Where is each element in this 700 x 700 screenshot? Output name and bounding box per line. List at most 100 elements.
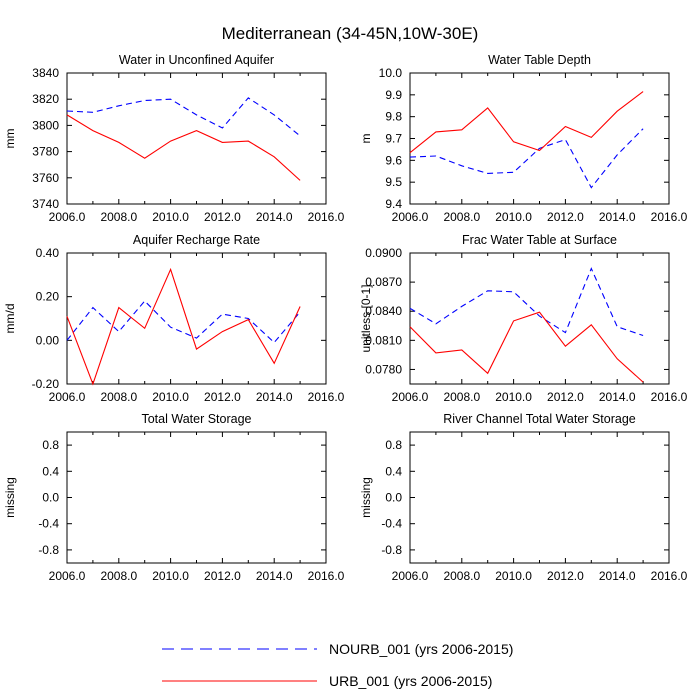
series-line-urb_001 bbox=[409, 311, 644, 383]
y-tick-label: -0.8 bbox=[38, 543, 59, 557]
panel-title: Water Table Depth bbox=[488, 53, 591, 67]
x-tick-label: 2008.0 bbox=[100, 569, 137, 583]
panel-title: Total Water Storage bbox=[141, 412, 251, 426]
x-tick-label: 2006.0 bbox=[49, 210, 86, 224]
y-tick-label: 0.0840 bbox=[365, 304, 402, 318]
x-tick-label: 2014.0 bbox=[256, 569, 293, 583]
y-tick-label: 0.0780 bbox=[365, 362, 402, 376]
x-tick-label: 2016.0 bbox=[308, 390, 345, 404]
y-tick-label: 3820 bbox=[32, 92, 59, 106]
x-tick-label: 2012.0 bbox=[204, 210, 241, 224]
y-tick-label: 9.8 bbox=[385, 110, 402, 124]
y-tick-label: 0.0 bbox=[42, 491, 59, 505]
x-tick-label: 2006.0 bbox=[49, 569, 86, 583]
y-tick-label: -0.8 bbox=[381, 543, 402, 557]
y-tick-label: 0.0900 bbox=[365, 246, 402, 260]
y-tick-label: 9.5 bbox=[385, 175, 402, 189]
y-axis-label: mm/d bbox=[3, 304, 17, 334]
y-axis-label: missing bbox=[3, 477, 17, 518]
x-tick-label: 2010.0 bbox=[152, 390, 189, 404]
x-tick-label: 2016.0 bbox=[651, 569, 688, 583]
series-line-nourb_001 bbox=[66, 97, 301, 137]
series-line-nourb_001 bbox=[409, 128, 644, 189]
y-tick-label: 9.9 bbox=[385, 88, 402, 102]
x-tick-label: 2006.0 bbox=[49, 390, 86, 404]
x-tick-label: 2016.0 bbox=[651, 390, 688, 404]
x-tick-label: 2012.0 bbox=[547, 390, 584, 404]
x-tick-label: 2008.0 bbox=[443, 210, 480, 224]
plot-frame bbox=[409, 252, 670, 385]
x-tick-label: 2006.0 bbox=[392, 210, 429, 224]
y-tick-label: 9.4 bbox=[385, 197, 402, 211]
y-tick-label: 0.0810 bbox=[365, 333, 402, 347]
plot-frame bbox=[66, 252, 327, 385]
x-tick-label: 2014.0 bbox=[256, 390, 293, 404]
legend: NOURB_001 (yrs 2006-2015) URB_001 (yrs 2… bbox=[162, 641, 513, 689]
y-tick-label: 0.0870 bbox=[365, 275, 402, 289]
panel-2: Water Table Depth 2006.0 2008.0 2010.0 2012.… bbox=[359, 53, 688, 224]
y-tick-label: 10.0 bbox=[379, 66, 403, 80]
panel-1: Water in Unconfined Aquifer 2006.0 2008.0 2… bbox=[3, 53, 345, 224]
panel-title: River Channel Total Water Storage bbox=[443, 412, 636, 426]
x-tick-label: 2008.0 bbox=[443, 390, 480, 404]
panel-6: River Channel Total Water Storage 2006.0 2… bbox=[359, 412, 688, 583]
y-tick-label: 3740 bbox=[32, 197, 59, 211]
y-axis-label: unitless [0-1] bbox=[359, 284, 373, 352]
x-tick-label: 2012.0 bbox=[204, 569, 241, 583]
y-tick-label: 3780 bbox=[32, 145, 59, 159]
x-tick-label: 2012.0 bbox=[547, 210, 584, 224]
y-axis-label: m bbox=[359, 134, 373, 144]
x-tick-label: 2016.0 bbox=[651, 210, 688, 224]
x-tick-label: 2012.0 bbox=[204, 390, 241, 404]
y-tick-label: 9.6 bbox=[385, 153, 402, 167]
series-line-urb_001 bbox=[66, 267, 301, 386]
y-tick-label: 3840 bbox=[32, 66, 59, 80]
y-tick-label: -0.4 bbox=[381, 517, 402, 531]
y-tick-label: 0.8 bbox=[385, 438, 402, 452]
legend-label-nourb: NOURB_001 (yrs 2006-2015) bbox=[329, 641, 513, 657]
series-line-urb_001 bbox=[409, 91, 644, 154]
panels: Water in Unconfined Aquifer 2006.0 2008.0 2… bbox=[3, 53, 688, 583]
y-axis-label: mm bbox=[3, 129, 17, 149]
figure-title: Mediterranean (34-45N,10W-30E) bbox=[222, 24, 479, 43]
x-tick-label: 2010.0 bbox=[495, 390, 532, 404]
x-tick-label: 2014.0 bbox=[599, 569, 636, 583]
panel-title: Aquifer Recharge Rate bbox=[133, 233, 260, 247]
x-tick-label: 2014.0 bbox=[599, 210, 636, 224]
plot-frame bbox=[66, 72, 327, 205]
x-tick-label: 2010.0 bbox=[152, 569, 189, 583]
y-tick-label: 9.7 bbox=[385, 132, 402, 146]
x-tick-label: 2012.0 bbox=[547, 569, 584, 583]
x-tick-label: 2014.0 bbox=[256, 210, 293, 224]
plot-frame bbox=[409, 72, 670, 205]
y-tick-label: -0.4 bbox=[38, 517, 59, 531]
panel-5: Total Water Storage 2006.0 2008.0 2010.0 201… bbox=[3, 412, 345, 583]
plot-frame bbox=[66, 431, 327, 564]
series-line-urb_001 bbox=[66, 114, 301, 181]
y-tick-label: -0.20 bbox=[32, 377, 60, 391]
series-line-nourb_001 bbox=[66, 300, 301, 344]
y-tick-label: 3800 bbox=[32, 118, 59, 132]
panel-4: Frac Water Table at Surface 2006.0 2008.0 2… bbox=[359, 233, 688, 404]
panel-title: Water in Unconfined Aquifer bbox=[119, 53, 274, 67]
y-tick-label: 3760 bbox=[32, 171, 59, 185]
legend-label-urb: URB_001 (yrs 2006-2015) bbox=[329, 673, 492, 689]
x-tick-label: 2008.0 bbox=[100, 390, 137, 404]
x-tick-label: 2016.0 bbox=[308, 569, 345, 583]
x-tick-label: 2014.0 bbox=[599, 390, 636, 404]
y-tick-label: 0.20 bbox=[36, 290, 60, 304]
panel-3: Aquifer Recharge Rate 2006.0 2008.0 2010.0 2… bbox=[3, 233, 345, 404]
y-tick-label: 0.00 bbox=[36, 333, 60, 347]
y-tick-label: 0.8 bbox=[42, 438, 59, 452]
y-axis-label: missing bbox=[359, 477, 373, 518]
x-tick-label: 2008.0 bbox=[443, 569, 480, 583]
y-tick-label: 0.0 bbox=[385, 491, 402, 505]
x-tick-label: 2008.0 bbox=[100, 210, 137, 224]
x-tick-label: 2016.0 bbox=[308, 210, 345, 224]
panel-title: Frac Water Table at Surface bbox=[462, 233, 617, 247]
plot-frame bbox=[409, 431, 670, 564]
x-tick-label: 2006.0 bbox=[392, 390, 429, 404]
y-tick-label: 0.40 bbox=[36, 246, 60, 260]
y-tick-label: 0.4 bbox=[42, 464, 59, 478]
